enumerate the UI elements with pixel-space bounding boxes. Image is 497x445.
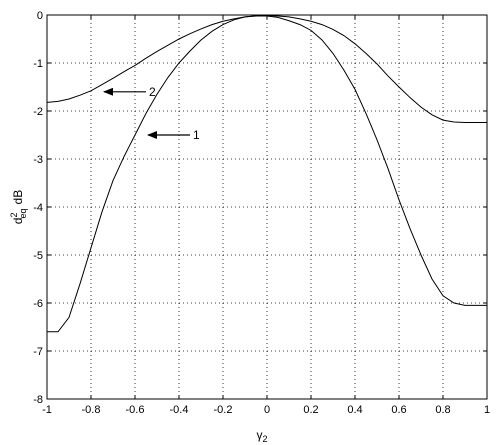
y-tick-label: 0 — [37, 10, 43, 22]
series-2-line — [46, 14, 487, 124]
y-tick-label: -4 — [33, 202, 43, 214]
y-tick-label: -7 — [33, 346, 43, 358]
x-tick-label: 0.4 — [347, 404, 362, 416]
y-tick-label: -1 — [33, 58, 43, 70]
y-tick-label: -5 — [33, 250, 43, 262]
x-tick-label: -1 — [42, 404, 52, 416]
grid — [47, 15, 487, 399]
y-axis-label: d2eqdB — [9, 190, 28, 224]
annotation-label-1: 1 — [193, 128, 200, 142]
y-tick-label: -8 — [33, 394, 43, 406]
x-tick-label: -0.4 — [170, 404, 189, 416]
x-axis-label: γ2 — [256, 428, 267, 444]
x-tick-label: -0.8 — [82, 404, 101, 416]
y-tick-label: -3 — [33, 154, 43, 166]
axis-ticks — [46, 14, 488, 400]
x-tick-label: 0.2 — [303, 404, 318, 416]
series-group — [46, 14, 487, 333]
x-tick-label: 0.6 — [391, 404, 406, 416]
x-tick-label: 1 — [484, 404, 490, 416]
annotations: 12 — [103, 85, 200, 142]
x-tick-label: 0.8 — [435, 404, 450, 416]
x-tick-label: -0.2 — [214, 404, 233, 416]
x-tick-label: 0 — [264, 404, 270, 416]
y-tick-label: -6 — [33, 298, 43, 310]
x-tick-labels: -1 -0.8 -0.6 -0.4 -0.2 0 0.2 0.4 0.6 0.8 1 — [42, 404, 490, 416]
y-tick-label: -2 — [33, 106, 43, 118]
y-tick-labels: 0 -1 -2 -3 -4 -5 -6 -7 -8 — [33, 10, 43, 406]
x-tick-label: -0.6 — [126, 404, 145, 416]
annotation-label-2: 2 — [149, 85, 156, 99]
